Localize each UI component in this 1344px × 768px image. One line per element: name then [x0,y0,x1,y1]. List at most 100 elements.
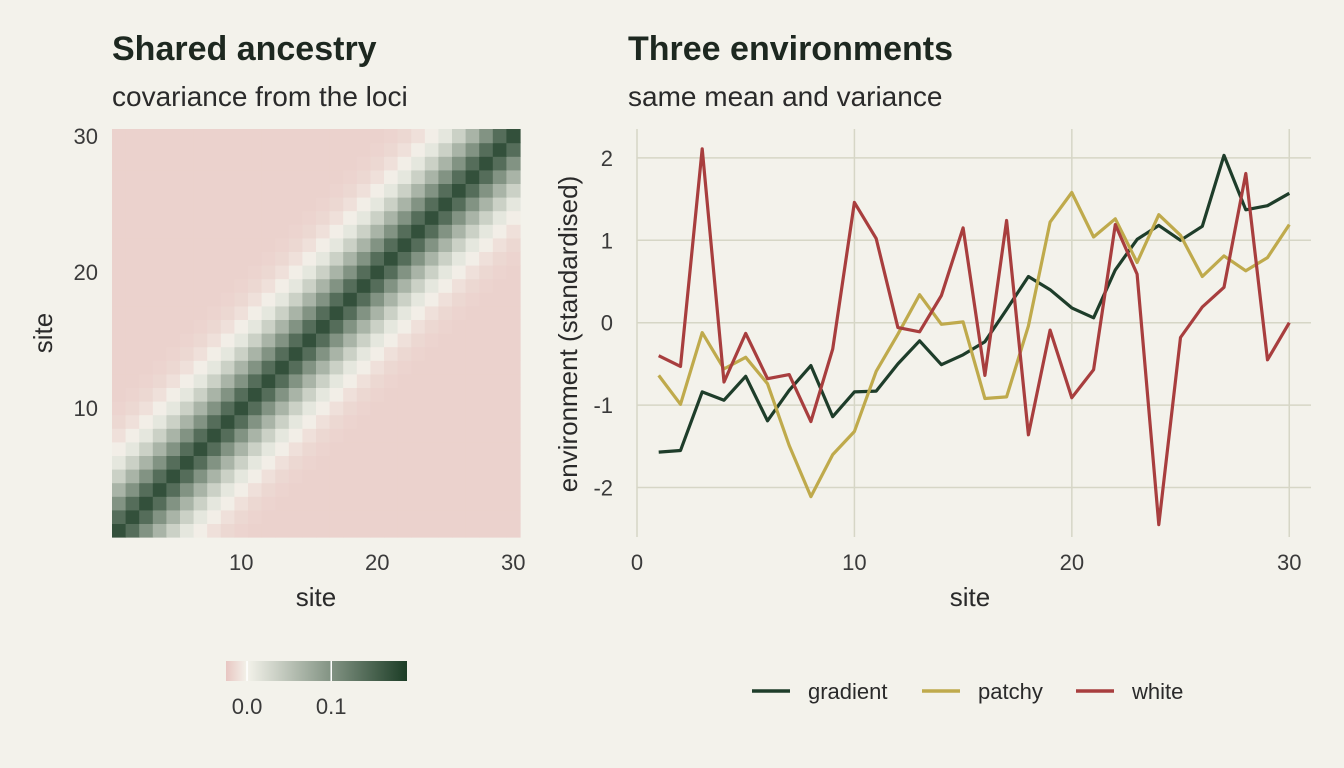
heatmap-cell [438,224,453,239]
heatmap-cell [411,509,426,524]
heatmap-cell [112,142,127,157]
heatmap-cell [180,469,195,484]
heatmap-cell [261,210,276,225]
heatmap-cell [370,469,385,484]
heatmap-cell [125,496,140,511]
heatmap-cell [397,292,412,307]
heatmap-cell [125,373,140,388]
heatmap-cell [438,183,453,198]
heatmap-cell [506,183,521,198]
heatmap-cell [152,373,167,388]
heatmap-cell [180,346,195,361]
heatmap-cell [125,333,140,348]
heatmap-cell [343,523,358,538]
heatmap-cell [465,496,480,511]
heatmap-cell [234,129,249,144]
heatmap-cell [275,251,290,266]
heatmap-cell [152,401,167,416]
line-y-tick-label: -1 [593,393,613,418]
heatmap-cell [343,142,358,157]
heatmap-cell [384,197,399,212]
heatmap-cell [193,509,208,524]
heatmap-cell [166,455,181,470]
heatmap-cell [479,428,494,443]
heatmap-cell [166,251,181,266]
heatmap-cell [180,183,195,198]
heatmap-cell [166,183,181,198]
heatmap-cell [356,455,371,470]
heatmap-cell [492,373,507,388]
heatmap-cell [452,142,467,157]
heatmap-cell [302,237,317,252]
heatmap-cell [234,156,249,171]
heatmap-cell [139,305,154,320]
heatmap-cell [452,265,467,280]
heatmap-cell [384,523,399,538]
heatmap-cell [370,319,385,334]
heatmap-cell [424,292,439,307]
heatmap-cell [492,210,507,225]
heatmap-cell [207,401,222,416]
heatmap-x-tick-label: 20 [365,550,389,575]
line-y-tick-label: 1 [601,228,613,253]
heatmap-cell [302,142,317,157]
heatmap-cell [506,278,521,293]
heatmap-cell [397,509,412,524]
heatmap-cell [180,292,195,307]
heatmap-cell [479,251,494,266]
heatmap-cell [384,278,399,293]
series-line-white [657,147,1291,527]
line-title: Three environments [628,30,953,68]
heatmap-cell [343,210,358,225]
heatmap-cell [248,441,263,456]
heatmap-cell [166,197,181,212]
heatmap-cell [275,169,290,184]
heatmap-cell [125,482,140,497]
heatmap-cell [139,455,154,470]
heatmap-cell [370,455,385,470]
heatmap-cell [329,482,344,497]
heatmap-cell [125,278,140,293]
heatmap-panel: Shared ancestry covariance from the loci… [28,30,525,719]
heatmap-cell [139,224,154,239]
heatmap-cell [112,197,127,212]
heatmap-cell [220,469,235,484]
heatmap-cell [193,441,208,456]
heatmap-cell [180,441,195,456]
heatmap-cell [234,237,249,252]
heatmap-cell [316,237,331,252]
heatmap-cell [248,183,263,198]
heatmap-cell [452,210,467,225]
heatmap-cell [479,401,494,416]
heatmap-cell [329,156,344,171]
heatmap-cell [316,169,331,184]
heatmap-cell [220,169,235,184]
heatmap-cell [329,455,344,470]
heatmap-cell [248,496,263,511]
heatmap-cell [139,278,154,293]
heatmap-cell [112,224,127,239]
heatmap-cell [248,373,263,388]
heatmap-cell [452,401,467,416]
heatmap-cell [112,210,127,225]
heatmap-cell [397,142,412,157]
heatmap-cell [479,509,494,524]
heatmap-cell [452,496,467,511]
heatmap-cell [248,251,263,266]
heatmap-cell [288,387,303,402]
heatmap-cell [329,210,344,225]
heatmap-cell [180,224,195,239]
heatmap-cell [193,251,208,266]
heatmap-cell [302,509,317,524]
heatmap-cell [125,346,140,361]
heatmap-cell [125,183,140,198]
heatmap-cell [424,169,439,184]
heatmap-cell [275,305,290,320]
heatmap-cell [411,482,426,497]
heatmap-cell [479,237,494,252]
heatmap-cell [275,523,290,538]
heatmap-cell [479,142,494,157]
heatmap-cell [166,129,181,144]
heatmap-cell [397,496,412,511]
heatmap-cell [452,224,467,239]
